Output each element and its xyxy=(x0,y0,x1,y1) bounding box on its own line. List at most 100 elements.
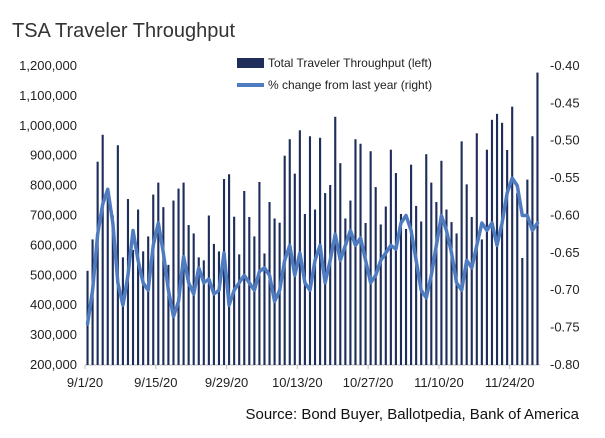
bar xyxy=(455,233,458,365)
bar xyxy=(526,179,529,365)
bar xyxy=(339,163,342,365)
bar xyxy=(147,236,150,365)
x-tick-label: 9/1/20 xyxy=(67,375,103,390)
bar xyxy=(511,106,514,365)
bar xyxy=(101,134,104,365)
bar xyxy=(187,225,190,365)
left-tick-label: 900,000 xyxy=(30,148,77,163)
bar xyxy=(106,197,109,365)
right-tick-label: -0.60 xyxy=(550,208,580,223)
bar xyxy=(273,218,276,365)
x-axis: 9/1/20 9/15/20 9/29/20 10/13/20 10/27/20 11/1… xyxy=(67,365,535,390)
bar xyxy=(450,222,453,365)
bar xyxy=(253,236,256,365)
bar xyxy=(142,251,145,365)
left-tick-label: 200,000 xyxy=(30,357,77,372)
bar xyxy=(435,202,438,365)
bar xyxy=(369,151,372,365)
bar xyxy=(521,257,524,365)
bar xyxy=(410,164,413,365)
bar xyxy=(329,185,332,365)
bar xyxy=(91,239,94,365)
bar xyxy=(131,249,135,365)
bar xyxy=(157,182,160,365)
bar xyxy=(485,149,488,365)
bar xyxy=(516,193,519,365)
bar xyxy=(536,72,539,365)
left-tick-label: 400,000 xyxy=(30,297,77,312)
bar xyxy=(490,119,494,365)
bar xyxy=(217,251,221,365)
bar xyxy=(379,224,382,365)
chart-title: TSA Traveler Throughput xyxy=(12,20,236,42)
bar xyxy=(399,214,403,365)
left-tick-label: 700,000 xyxy=(30,208,77,223)
right-tick-label: -0.80 xyxy=(550,357,580,372)
bar xyxy=(389,149,392,365)
bar xyxy=(152,194,155,365)
bar xyxy=(111,215,114,365)
right-tick-label: -0.65 xyxy=(550,245,580,260)
bar xyxy=(313,209,317,365)
right-tick-label: -0.55 xyxy=(550,170,580,185)
bar xyxy=(480,239,483,365)
left-tick-label: 600,000 xyxy=(30,237,77,252)
x-tick-label: 9/15/20 xyxy=(134,375,177,390)
left-tick-label: 1,100,000 xyxy=(19,88,77,103)
right-tick-label: -0.45 xyxy=(550,95,580,110)
source-note: Source: Bond Buyer, Ballotpedia, Bank of… xyxy=(245,406,579,423)
legend: Total Traveler Throughput (left) % chang… xyxy=(237,56,432,92)
bar xyxy=(228,174,231,365)
bar xyxy=(202,260,205,365)
bar xyxy=(207,215,210,365)
x-tick-label: 10/13/20 xyxy=(272,375,323,390)
bar xyxy=(238,254,241,365)
right-tick-label: -0.75 xyxy=(550,320,580,335)
bar xyxy=(177,188,180,365)
bar xyxy=(172,200,175,365)
bar xyxy=(531,136,534,365)
right-axis: -0.40 -0.45 -0.50 -0.55 -0.60 -0.65 -0.70 -0.75… xyxy=(550,58,580,372)
bar xyxy=(303,214,306,365)
x-tick-label: 11/24/20 xyxy=(485,375,535,390)
bar xyxy=(445,209,448,365)
bar xyxy=(501,122,504,365)
bar xyxy=(192,233,195,365)
bar xyxy=(308,136,312,365)
bar xyxy=(465,184,468,365)
legend-bar-swatch xyxy=(237,58,264,68)
bar xyxy=(506,150,509,365)
bar xyxy=(359,143,362,365)
bar xyxy=(415,205,418,365)
bar xyxy=(404,228,408,365)
bar xyxy=(167,264,170,365)
bar xyxy=(222,179,226,365)
bar xyxy=(182,182,185,365)
right-tick-label: -0.40 xyxy=(550,58,580,73)
bar xyxy=(384,206,387,365)
left-tick-label: 1,000,000 xyxy=(19,118,77,133)
x-tick-label: 11/10/20 xyxy=(414,375,464,390)
bar xyxy=(298,130,301,365)
legend-bar-label: Total Traveler Throughput (left) xyxy=(268,56,432,70)
bar xyxy=(440,160,443,365)
bar xyxy=(425,154,428,365)
x-tick-label: 10/27/20 xyxy=(343,375,394,390)
bar xyxy=(248,217,251,365)
bar xyxy=(354,139,357,365)
bar xyxy=(162,207,165,365)
legend-line-label: % change from last year (right) xyxy=(268,78,432,92)
left-axis: 1,200,000 1,100,000 1,000,000 900,000 800,00… xyxy=(19,58,77,372)
bar xyxy=(121,257,124,365)
bar xyxy=(212,243,215,365)
pct-change-line xyxy=(85,176,540,326)
bar-series xyxy=(86,72,539,365)
bar xyxy=(470,217,473,365)
x-tick-label: 9/29/20 xyxy=(205,375,248,390)
bar xyxy=(137,209,140,365)
left-tick-label: 1,200,000 xyxy=(19,58,77,73)
bar xyxy=(197,257,200,365)
right-tick-label: -0.70 xyxy=(550,282,580,297)
bar xyxy=(349,200,352,365)
